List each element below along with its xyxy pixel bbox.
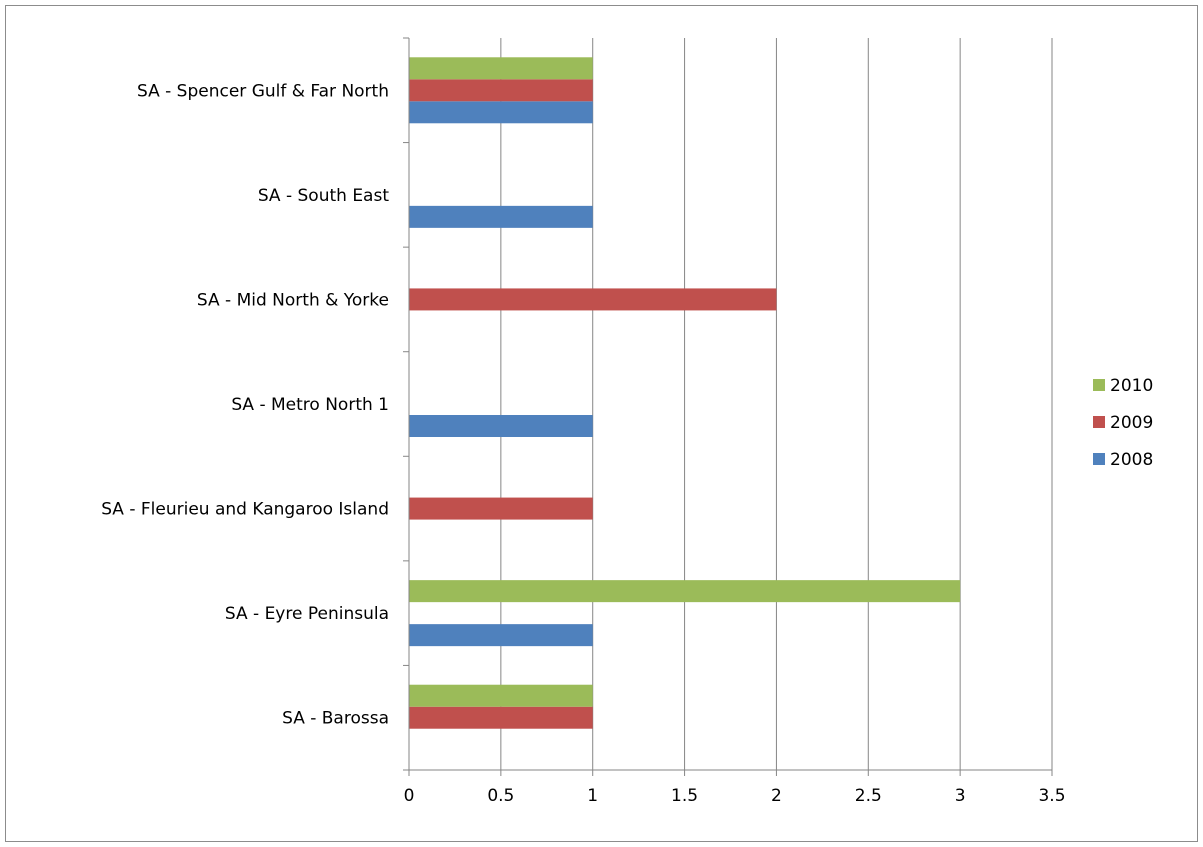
legend-label-2009: 2009	[1110, 413, 1153, 433]
bar-sa-metro-north-1-2008	[409, 415, 593, 437]
legend-label-2008: 2008	[1110, 450, 1153, 470]
category-label-sa-south-east: SA - South East	[258, 186, 390, 206]
category-label-sa-mid-north-yorke: SA - Mid North & Yorke	[197, 290, 389, 310]
category-label-sa-eyre-peninsula: SA - Eyre Peninsula	[225, 604, 389, 624]
gridlines	[500, 38, 1053, 770]
bar-sa-eyre-peninsula-2010	[409, 580, 961, 603]
bar-sa-south-east-2008	[409, 205, 593, 228]
bar-sa-barossa-2009	[409, 706, 593, 729]
axes	[403, 37, 1053, 776]
bar-sa-spencer-gulf-far-north-2008	[409, 101, 593, 124]
bar-sa-fleurieu-and-kangaroo-island-2009	[409, 497, 593, 520]
x-tick-label-1-5: 1.5	[671, 786, 698, 806]
bar-sa-spencer-gulf-far-north-2010	[409, 57, 593, 80]
x-tick-label-3: 3	[955, 786, 966, 806]
legend-swatch-2009	[1093, 416, 1105, 428]
x-tick-label-1: 1	[587, 786, 598, 806]
x-tick-label-2: 2	[771, 786, 782, 806]
bars	[409, 57, 961, 729]
legend: 2010 2009 2008	[1093, 376, 1153, 470]
category-label-sa-barossa: SA - Barossa	[282, 709, 389, 729]
category-label-sa-fleurieu-and-kangaroo-island: SA - Fleurieu and Kangaroo Island	[101, 500, 389, 520]
legend-swatch-2010	[1093, 379, 1105, 391]
bar-sa-barossa-2010	[409, 684, 593, 707]
x-tick-label-2-5: 2.5	[855, 786, 882, 806]
x-tick-label-0-5: 0.5	[487, 786, 514, 806]
bar-sa-mid-north-yorke-2009	[409, 288, 777, 311]
horizontal-bar-chart: 0 0.5 1 1.5 2 2.5 3 3.5 SA - Barossa SA - Eyre P…	[101, 37, 1153, 806]
legend-label-2010: 2010	[1110, 376, 1153, 396]
bar-sa-spencer-gulf-far-north-2009	[409, 79, 593, 102]
category-label-sa-metro-north-1: SA - Metro North 1	[231, 395, 389, 415]
x-tick-label-0: 0	[404, 786, 415, 806]
category-label-sa-spencer-gulf-far-north: SA - Spencer Gulf & Far North	[137, 81, 389, 101]
legend-swatch-2008	[1093, 453, 1105, 465]
bar-sa-eyre-peninsula-2008	[409, 624, 593, 647]
category-labels: SA - Barossa SA - Eyre Peninsula SA - Fleu…	[101, 81, 389, 728]
x-tick-label-3-5: 3.5	[1038, 786, 1065, 806]
x-tick-labels: 0 0.5 1 1.5 2 2.5 3 3.5	[404, 786, 1066, 806]
chart-area: 0 0.5 1 1.5 2 2.5 3 3.5 SA - Barossa SA - Eyre P…	[5, 5, 1198, 842]
